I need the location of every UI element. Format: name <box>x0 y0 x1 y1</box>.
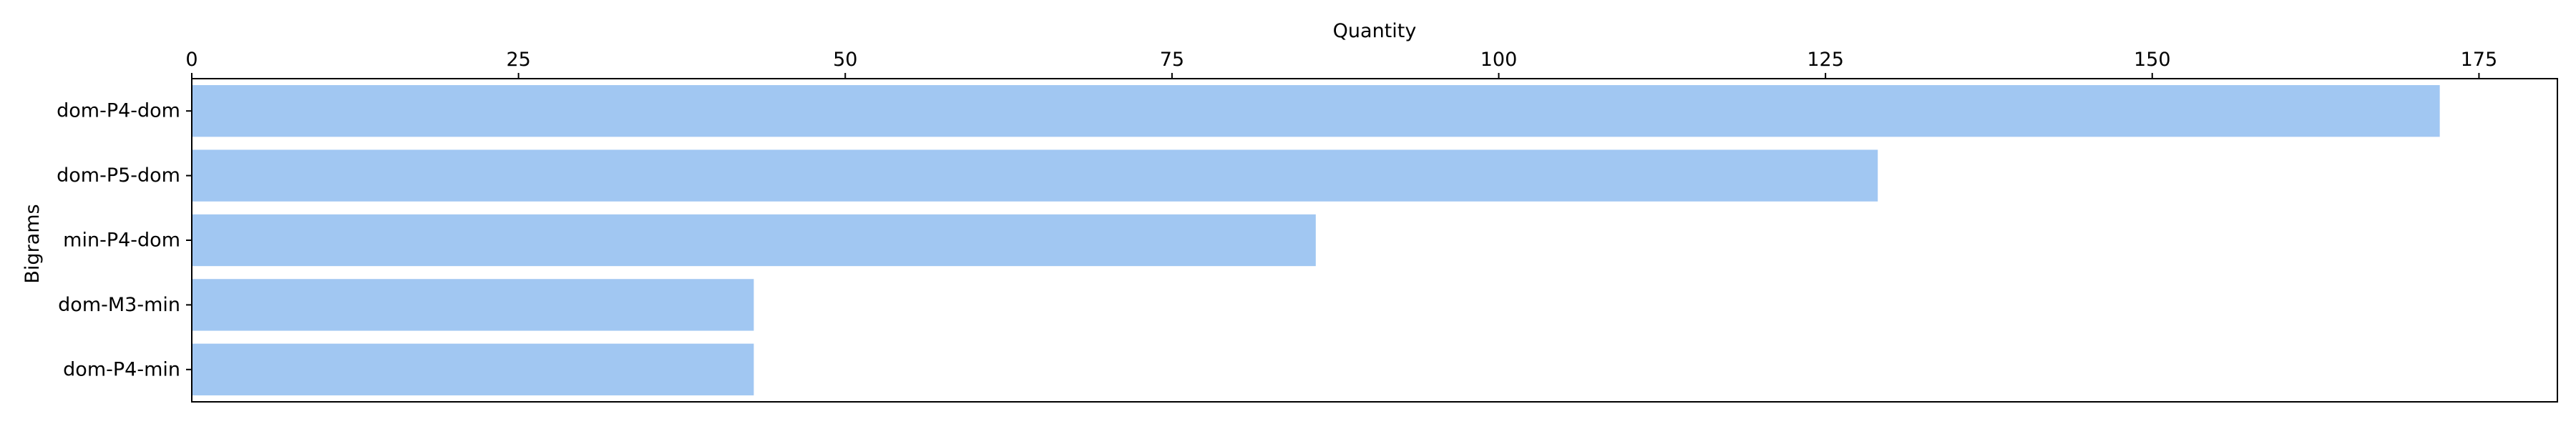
x-tick-label: 0 <box>185 49 197 71</box>
bar-dom-P5-dom <box>192 149 1878 202</box>
x-tick-label: 175 <box>2461 49 2498 71</box>
y-tick-label: dom-P4-dom <box>57 100 180 122</box>
y-tick-label: dom-M3-min <box>58 294 180 316</box>
x-axis-title: Quantity <box>1333 20 1417 42</box>
plot-frame <box>191 78 2558 403</box>
x-tick-label: 100 <box>1480 49 1518 71</box>
y-tick-label: dom-P4-min <box>63 358 180 380</box>
x-tick-label: 75 <box>1160 49 1184 71</box>
y-axis-title: Bigrams <box>21 204 44 283</box>
y-tick-label: dom-P5-dom <box>57 164 180 187</box>
bar-dom-P4-dom <box>192 85 2440 137</box>
y-tick-label: min-P4-dom <box>63 230 180 252</box>
bars-group <box>192 85 2440 395</box>
bar-min-P4-dom <box>192 214 1316 267</box>
x-tick-label: 150 <box>2134 49 2171 71</box>
y-axis-ticks: dom-P4-dom dom-P5-dom min-P4-dom dom-M3-min… <box>57 100 192 380</box>
x-axis-ticks: 0 25 50 75 100 125 150 175 <box>185 49 2497 79</box>
x-tick-label: 125 <box>1807 49 1844 71</box>
x-tick-label: 50 <box>833 49 857 71</box>
bar-dom-P4-min <box>192 343 754 395</box>
bar-dom-M3-min <box>192 279 754 331</box>
x-tick-label: 25 <box>506 49 530 71</box>
